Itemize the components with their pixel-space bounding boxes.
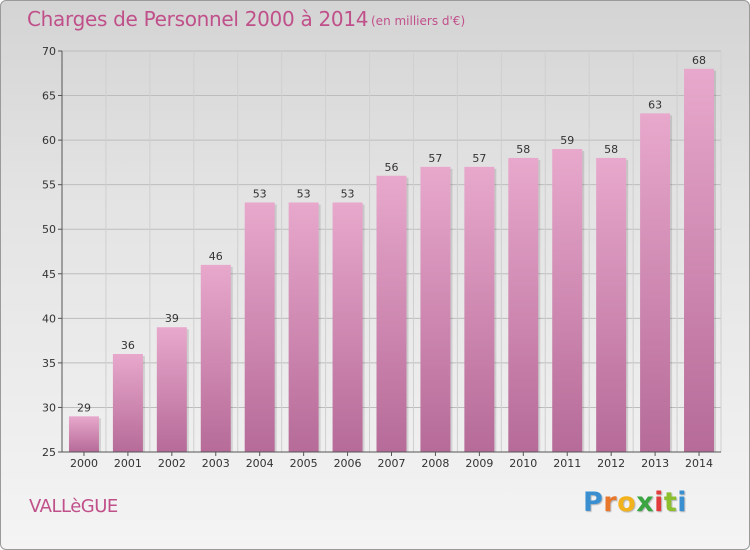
- x-tick-label: 2011: [553, 457, 581, 470]
- bar-value-label: 56: [385, 161, 399, 174]
- x-tick-label: 2004: [246, 457, 274, 470]
- x-tick-label: 2006: [334, 457, 362, 470]
- x-tick-label: 2003: [202, 457, 230, 470]
- y-tick-label: 60: [42, 134, 56, 147]
- bar: [112, 353, 143, 452]
- bar: [376, 175, 407, 452]
- bar-value-label: 63: [648, 98, 662, 111]
- bar: [508, 157, 539, 452]
- axes: 25 30 35 40 45 50 55 60 65 70 2000 2001 2002 2003 2004…: [42, 45, 721, 470]
- y-tick-label: 70: [42, 45, 56, 58]
- x-tick-label: 2001: [114, 457, 142, 470]
- logo-letter: x: [636, 487, 655, 518]
- bar: [684, 68, 715, 453]
- chart-subtitle: (en milliers d'€): [371, 14, 466, 28]
- bar: [244, 202, 275, 452]
- y-tick-label: 40: [42, 312, 56, 325]
- bar-value-label: 58: [604, 143, 618, 156]
- bar: [552, 149, 583, 452]
- logo-letter: i: [677, 487, 688, 518]
- x-tick-label: 2012: [597, 457, 625, 470]
- x-tick-label: 2009: [465, 457, 493, 470]
- bar: [332, 202, 363, 452]
- x-tick-label: 2010: [509, 457, 537, 470]
- bar: [640, 113, 671, 452]
- bar-value-label: 57: [428, 152, 442, 165]
- town-name: VALLèGUE: [29, 496, 118, 517]
- bar: [596, 157, 627, 452]
- y-tick-label: 55: [42, 179, 56, 192]
- x-tick-label: 2000: [70, 457, 98, 470]
- y-tick-label: 45: [42, 268, 56, 281]
- x-tick-label: 2007: [378, 457, 406, 470]
- bar: [420, 166, 451, 452]
- bar-value-label: 46: [209, 250, 223, 263]
- logo-letter: t: [663, 487, 678, 518]
- y-tick-label: 65: [42, 90, 56, 103]
- bar: [288, 202, 319, 452]
- y-tick-label: 30: [42, 401, 56, 414]
- bar-value-label: 29: [77, 401, 91, 414]
- x-tick-label: 2005: [290, 457, 318, 470]
- bar-value-label: 59: [560, 134, 574, 147]
- bar-value-label: 39: [165, 312, 179, 325]
- logo-letter: o: [617, 487, 637, 518]
- logo-letter: r: [603, 487, 618, 518]
- chart-title: Charges de Personnel 2000 à 2014: [27, 7, 369, 31]
- x-tick-label: 2008: [421, 457, 449, 470]
- logo-letter: P: [583, 487, 604, 518]
- proxiti-logo[interactable]: Proxiti: [583, 487, 687, 518]
- bar-value-label: 68: [692, 54, 706, 67]
- y-tick-label: 35: [42, 357, 56, 370]
- y-tick-label: 50: [42, 223, 56, 236]
- x-tick-label: 2014: [685, 457, 713, 470]
- bar-value-label: 53: [341, 187, 355, 200]
- bar-value-label: 53: [297, 187, 311, 200]
- bar-value-label: 58: [516, 143, 530, 156]
- x-tick-label: 2013: [641, 457, 669, 470]
- bar: [68, 416, 99, 452]
- x-tick-label: 2002: [158, 457, 186, 470]
- bar-value-label: 57: [472, 152, 486, 165]
- bar: [156, 327, 187, 452]
- bar: [464, 166, 495, 452]
- bar-value-label: 36: [121, 339, 135, 352]
- bar: [200, 264, 231, 452]
- bar-value-label: 53: [253, 187, 267, 200]
- logo-letter: i: [654, 487, 664, 518]
- bars: 29 36 39 46 53 53 53 56 57 57 58 59 58 63 68: [68, 54, 717, 453]
- y-tick-label: 25: [42, 446, 56, 459]
